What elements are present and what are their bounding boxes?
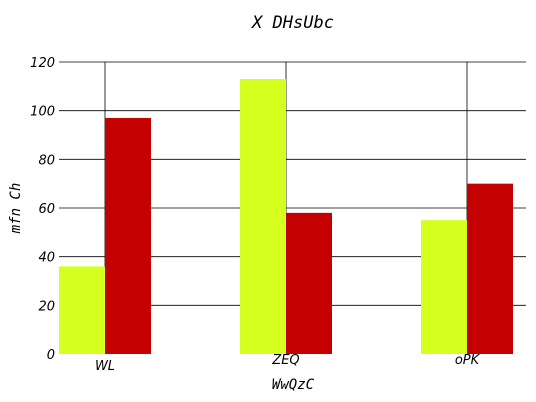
bars xyxy=(59,79,513,355)
bar xyxy=(286,212,332,354)
x-axis-label: WwQzC xyxy=(272,377,315,393)
x-tick-label: WL xyxy=(95,359,115,374)
x-tick-label: ZEQ xyxy=(271,353,299,368)
x-tick-labels: WL ZEQ oPK xyxy=(95,353,481,374)
y-tick-label: 100 xyxy=(30,105,55,120)
bar xyxy=(105,117,151,354)
y-tick-label: 40 xyxy=(38,251,55,266)
x-tick-label: oPK xyxy=(455,353,481,368)
bar xyxy=(467,183,513,354)
chart-title: X DHsUbc xyxy=(250,13,334,33)
y-tick-label: 80 xyxy=(38,153,55,168)
y-tick-labels: 0 20 40 60 80 100 120 xyxy=(30,56,55,363)
y-tick-label: 60 xyxy=(38,202,55,217)
y-axis-label: mfn Ch xyxy=(8,183,24,235)
bar xyxy=(59,266,105,354)
y-tick-label: 20 xyxy=(38,299,55,314)
y-tick-label: 0 xyxy=(47,348,55,363)
y-tick-label: 120 xyxy=(30,56,55,71)
bar xyxy=(421,220,467,354)
bar xyxy=(240,79,286,355)
